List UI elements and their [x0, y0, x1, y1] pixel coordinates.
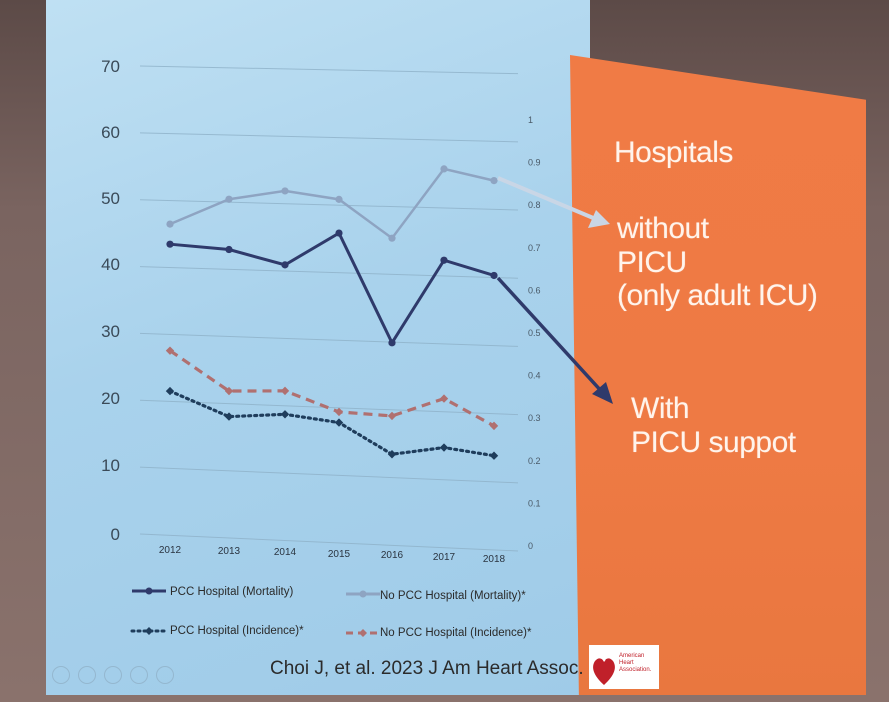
chart-slide-panel: [46, 0, 590, 695]
data-point: [387, 411, 397, 421]
data-point: [280, 410, 290, 419]
data-point: [439, 394, 449, 403]
data-point: [440, 256, 448, 264]
picu-line: PICU: [617, 245, 687, 279]
data-point: [440, 165, 448, 173]
legend-no-pcc-mortality: No PCC Hospital (Mortality)*: [380, 590, 526, 602]
adult-icu-line: (only adult ICU): [617, 279, 818, 313]
data-point: [166, 240, 174, 248]
pen-icon[interactable]: [104, 666, 122, 684]
legend-marker: [359, 629, 367, 637]
left-tick-label: 20: [101, 389, 120, 408]
citation-text: Choi J, et al. 2023 J Am Heart Assoc.: [270, 658, 584, 679]
with-picu-label: With PICU suppot: [631, 392, 796, 459]
heart-torch-icon: [593, 650, 615, 685]
left-tick-label: 10: [101, 456, 120, 475]
left-tick-label: 0: [111, 525, 120, 544]
data-point: [334, 407, 344, 417]
gridline: [139, 199, 519, 211]
right-tick-label: 0.4: [528, 371, 541, 381]
data-point: [225, 195, 233, 203]
data-point: [388, 339, 396, 347]
legend-pcc-mortality: PCC Hospital (Mortality): [170, 586, 294, 598]
legend-marker: [359, 590, 367, 598]
grid-icon[interactable]: [130, 666, 148, 684]
data-point: [224, 386, 234, 396]
aha-logo-text: American Heart Association.: [619, 653, 652, 673]
right-tick-label: 0.5: [528, 328, 541, 338]
left-tick-label: 30: [101, 322, 120, 341]
without-picu-label: without PICU (only adult ICU): [617, 212, 818, 313]
right-tick-label: 0.6: [528, 285, 541, 295]
slideshow-toolbar[interactable]: [52, 666, 174, 684]
legend-marker: [145, 587, 153, 595]
data-point: [224, 412, 234, 421]
left-tick-label: 40: [101, 255, 120, 274]
right-tick-label: 0.2: [528, 456, 541, 466]
legend-no-pcc-incidence: No PCC Hospital (Incidence)*: [380, 627, 532, 639]
gridline: [139, 65, 519, 75]
data-point: [281, 187, 289, 195]
left-tick-label: 50: [101, 189, 120, 208]
data-point: [335, 229, 343, 237]
annotation-panel: [570, 55, 866, 695]
legend-marker: [145, 627, 153, 635]
series-line: [169, 230, 495, 346]
prev-slide-icon[interactable]: [52, 666, 70, 684]
arrow-to-with: [496, 276, 605, 395]
x-tick-label: 2013: [218, 546, 241, 557]
data-point: [388, 234, 396, 242]
series-line: [169, 349, 495, 428]
data-point: [225, 245, 233, 254]
data-point: [165, 386, 175, 396]
data-point: [387, 450, 397, 459]
arrow-to-without-head: [588, 210, 610, 228]
hospitals-heading: Hospitals: [614, 136, 733, 169]
arrow-to-with-head: [592, 382, 613, 404]
right-tick-label: 0.1: [528, 498, 541, 508]
data-point: [334, 418, 344, 427]
right-tick-label: 0: [528, 541, 533, 551]
data-point: [280, 386, 290, 396]
legend-pcc-incidence: PCC Hospital (Incidence)*: [170, 625, 304, 637]
data-point: [490, 271, 498, 280]
data-point: [165, 346, 175, 355]
data-point: [489, 421, 499, 431]
gridline: [139, 132, 519, 143]
next-slide-icon[interactable]: [78, 666, 96, 684]
arrow-to-without: [497, 176, 599, 222]
right-tick-label: 0.7: [528, 243, 541, 253]
right-tick-label: 1: [528, 115, 533, 125]
right-tick-label: 0.8: [528, 200, 541, 210]
gridline: [139, 533, 519, 552]
data-point: [166, 220, 174, 228]
left-tick-label: 60: [101, 123, 120, 142]
gridline: [139, 332, 519, 347]
x-tick-label: 2015: [328, 549, 351, 560]
zoom-icon[interactable]: [156, 666, 174, 684]
x-tick-label: 2017: [433, 552, 456, 563]
x-tick-label: 2018: [483, 554, 506, 565]
x-tick-label: 2016: [381, 550, 404, 561]
data-point: [490, 176, 498, 185]
series-line: [169, 167, 495, 240]
data-point: [335, 195, 343, 203]
aha-logo: American Heart Association.: [589, 645, 659, 689]
data-point: [489, 451, 499, 460]
without-line: without: [617, 212, 709, 245]
data-point: [281, 261, 289, 269]
right-tick-label: 0.3: [528, 413, 541, 423]
right-tick-label: 0.9: [528, 158, 541, 168]
gridline: [139, 466, 519, 484]
picu-support-line: PICU suppot: [631, 425, 796, 459]
gridline: [139, 266, 519, 279]
with-line: With: [631, 392, 689, 425]
gridline: [139, 399, 519, 416]
left-tick-label: 70: [101, 57, 120, 76]
data-point: [439, 443, 449, 452]
x-tick-label: 2012: [159, 545, 182, 556]
x-tick-label: 2014: [274, 547, 297, 558]
